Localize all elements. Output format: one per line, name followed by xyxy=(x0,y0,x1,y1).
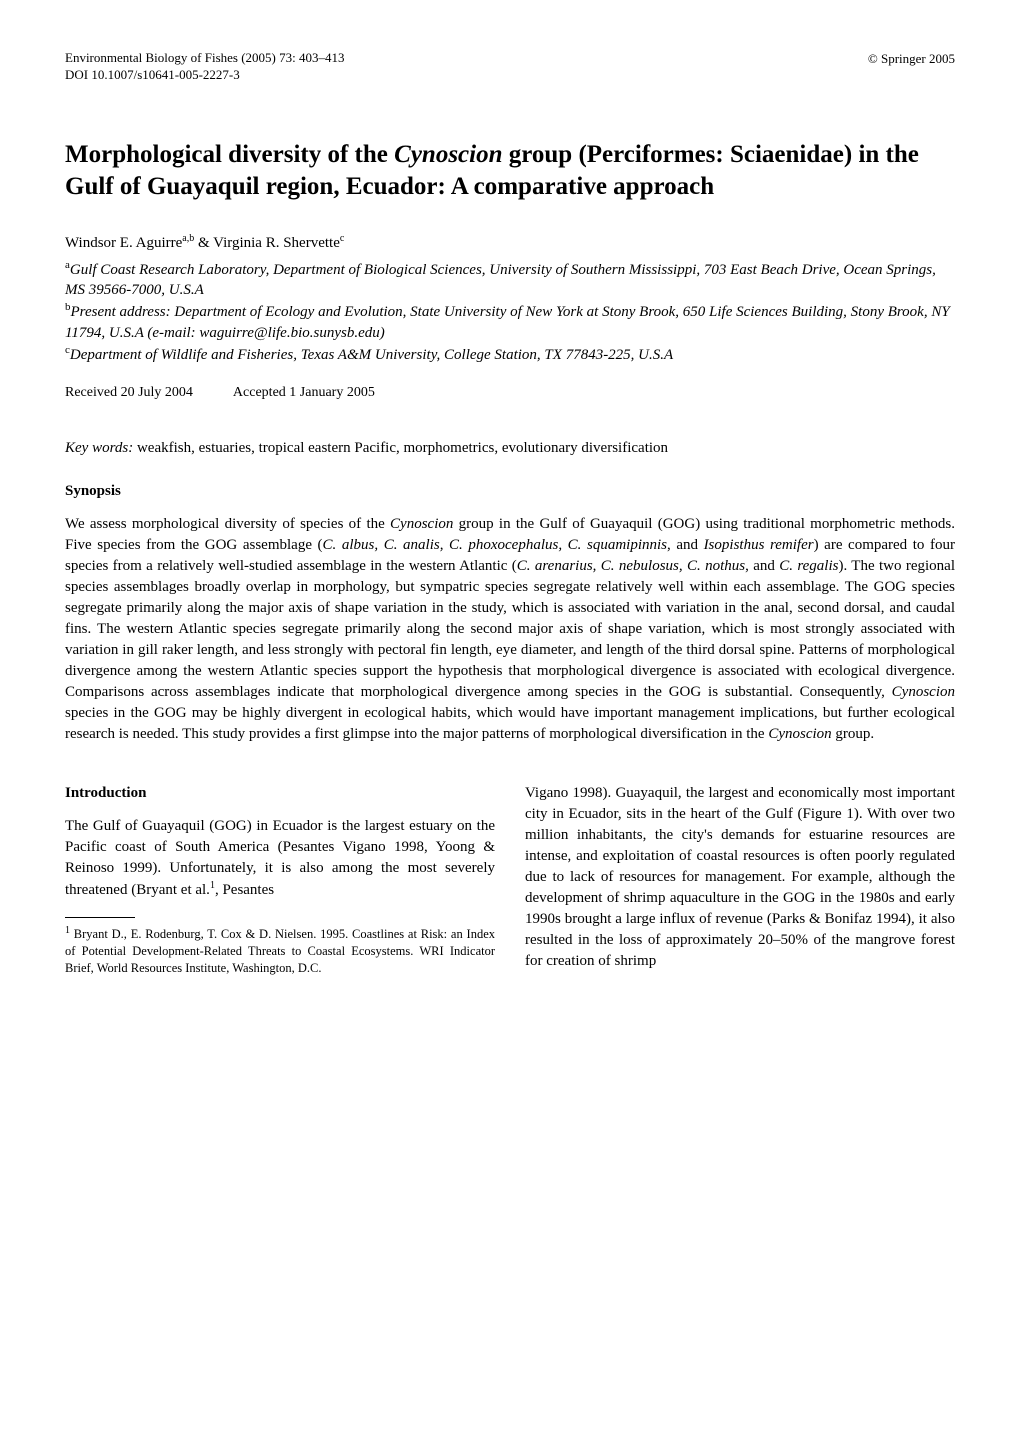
synopsis-heading: Synopsis xyxy=(65,481,955,502)
journal-line: Environmental Biology of Fishes (2005) 7… xyxy=(65,50,344,67)
title-pre: Morphological diversity of the xyxy=(65,141,394,168)
keywords-label: Key words: xyxy=(65,440,133,456)
article-title: Morphological diversity of the Cynoscion… xyxy=(65,139,955,204)
affiliation-a: Gulf Coast Research Laboratory, Departme… xyxy=(65,262,936,298)
affiliation-b: Present address: Department of Ecology a… xyxy=(65,304,950,340)
journal-header-left: Environmental Biology of Fishes (2005) 7… xyxy=(65,50,344,84)
affiliation-c: Department of Wildlife and Fisheries, Te… xyxy=(70,347,673,363)
left-column: Introduction The Gulf of Guayaquil (GOG)… xyxy=(65,783,495,977)
accepted-date: Accepted 1 January 2005 xyxy=(233,385,375,400)
introduction-heading: Introduction xyxy=(65,783,495,804)
introduction-columns: Introduction The Gulf of Guayaquil (GOG)… xyxy=(65,783,955,977)
received-date: Received 20 July 2004 xyxy=(65,385,193,400)
received-accepted-line: Received 20 July 2004 Accepted 1 January … xyxy=(65,383,955,403)
right-column: Vigano 1998). Guayaquil, the largest and… xyxy=(525,783,955,977)
doi-line: DOI 10.1007/s10641-005-2227-3 xyxy=(65,67,344,84)
intro-left-text: The Gulf of Guayaquil (GOG) in Ecuador i… xyxy=(65,816,495,901)
keywords-line: Key words: weakfish, estuaries, tropical… xyxy=(65,438,955,459)
copyright-line: © Springer 2005 xyxy=(868,50,955,84)
authors-line: Windsor E. Aguirrea,b & Virginia R. Sher… xyxy=(65,232,955,254)
footnote-rule xyxy=(65,917,135,918)
synopsis-body: We assess morphological diversity of spe… xyxy=(65,514,955,745)
keywords-text: weakfish, estuaries, tropical eastern Pa… xyxy=(133,440,668,456)
intro-right-text: Vigano 1998). Guayaquil, the largest and… xyxy=(525,783,955,972)
journal-header: Environmental Biology of Fishes (2005) 7… xyxy=(65,50,955,84)
affiliations-block: aGulf Coast Research Laboratory, Departm… xyxy=(65,258,955,365)
title-genus: Cynoscion xyxy=(394,141,502,168)
footnote-text: 1 Bryant D., E. Rodenburg, T. Cox & D. N… xyxy=(65,924,495,977)
